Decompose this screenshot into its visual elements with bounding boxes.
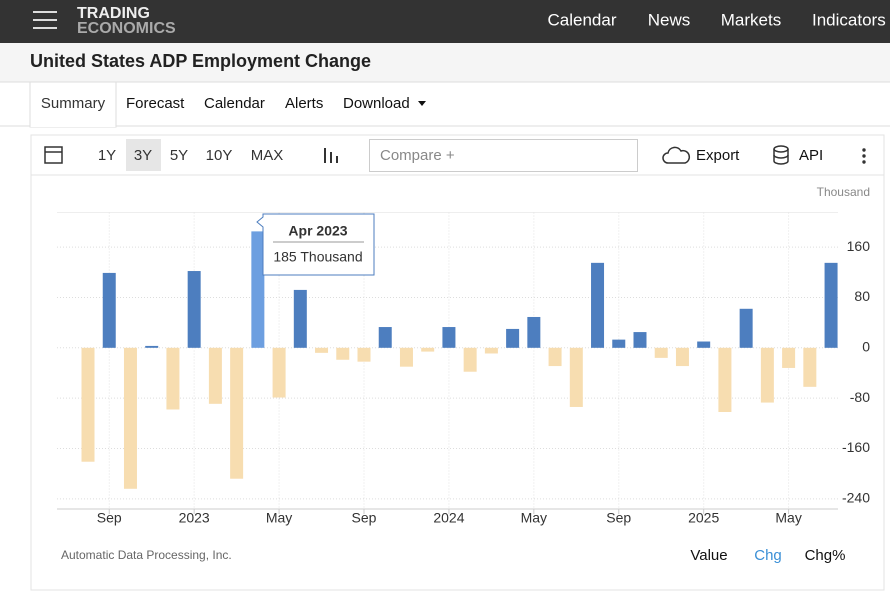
tab[interactable]: Alerts bbox=[285, 95, 323, 112]
range-button[interactable]: 3Y bbox=[134, 147, 152, 164]
bar bbox=[527, 316, 541, 348]
bar bbox=[569, 347, 583, 407]
bar bbox=[760, 347, 774, 403]
top-bar bbox=[0, 0, 890, 43]
mode-button[interactable]: Chg% bbox=[805, 547, 846, 564]
bar bbox=[123, 347, 137, 489]
bar bbox=[803, 347, 817, 387]
bar bbox=[230, 347, 244, 479]
range-button[interactable]: 5Y bbox=[170, 147, 188, 164]
tab[interactable]: Calendar bbox=[204, 95, 265, 112]
x-tick-label: 2024 bbox=[433, 510, 464, 526]
unit-label: Thousand bbox=[817, 185, 870, 199]
api-icon[interactable] bbox=[773, 145, 789, 165]
compare-placeholder: Compare + bbox=[380, 147, 455, 164]
bar bbox=[208, 347, 222, 404]
y-tick-label: -160 bbox=[842, 439, 870, 455]
bar bbox=[315, 347, 329, 353]
x-tick-label: 2023 bbox=[179, 510, 210, 526]
x-tick-label: Sep bbox=[97, 510, 122, 526]
bar bbox=[548, 347, 562, 367]
bar bbox=[612, 339, 626, 348]
bar bbox=[718, 347, 732, 413]
nav-link[interactable]: Calendar bbox=[548, 10, 617, 29]
api-button[interactable]: API bbox=[799, 147, 823, 164]
y-tick-label: 80 bbox=[854, 288, 870, 304]
bar bbox=[187, 271, 201, 348]
tab[interactable]: Forecast bbox=[126, 95, 185, 112]
bar bbox=[81, 347, 95, 462]
bar bbox=[697, 341, 711, 348]
dropdown-caret bbox=[418, 101, 426, 106]
tooltip-label: 185 Thousand bbox=[273, 249, 362, 265]
y-tick-label: -80 bbox=[850, 389, 870, 405]
bar bbox=[378, 327, 392, 348]
bar bbox=[293, 289, 307, 348]
range-button[interactable]: MAX bbox=[251, 147, 284, 164]
x-tick-label: 2025 bbox=[688, 510, 719, 526]
bar bbox=[145, 345, 159, 348]
nav-link[interactable]: Markets bbox=[721, 10, 781, 29]
bar bbox=[102, 272, 116, 348]
source: Automatic Data Processing, Inc. bbox=[61, 548, 232, 562]
tab[interactable]: Summary bbox=[41, 95, 106, 112]
bar bbox=[654, 347, 668, 358]
tooltip-title: Apr 2023 bbox=[288, 223, 347, 239]
bar bbox=[506, 328, 520, 348]
menu-icon[interactable] bbox=[33, 11, 57, 29]
mode-button[interactable]: Chg bbox=[754, 547, 782, 564]
bar bbox=[824, 262, 838, 348]
y-tick-label: 0 bbox=[862, 339, 870, 355]
export-button[interactable]: Export bbox=[696, 147, 740, 164]
more-icon[interactable] bbox=[862, 148, 866, 164]
bar bbox=[336, 347, 350, 360]
x-tick-label: Sep bbox=[606, 510, 631, 526]
bar bbox=[166, 347, 180, 410]
bar bbox=[675, 347, 689, 367]
bar bbox=[591, 262, 605, 348]
bar bbox=[399, 347, 413, 367]
bar bbox=[357, 347, 371, 362]
compare-input[interactable] bbox=[369, 139, 638, 172]
range-button[interactable]: 1Y bbox=[98, 147, 116, 164]
title-bar bbox=[0, 43, 890, 82]
chart-type-icon[interactable] bbox=[324, 148, 338, 163]
mode-button[interactable]: Value bbox=[690, 547, 727, 564]
export-icon[interactable] bbox=[662, 146, 691, 164]
x-tick-label: May bbox=[775, 510, 801, 526]
logo[interactable]: ECONOMICS bbox=[77, 20, 176, 37]
logo[interactable]: TRADING bbox=[77, 5, 150, 22]
nav-link[interactable]: News bbox=[648, 10, 691, 29]
tooltip-box bbox=[256, 213, 375, 276]
tab[interactable]: Download bbox=[343, 95, 410, 112]
active-tab[interactable] bbox=[29, 81, 117, 128]
calendar-icon[interactable] bbox=[44, 146, 63, 164]
range-button[interactable]: 10Y bbox=[206, 147, 233, 164]
bar bbox=[739, 308, 753, 348]
plot: 160 80 0 -80 -160 -240 Sep 2023 May Sep 2024 May Sep… bbox=[57, 212, 871, 526]
bar bbox=[463, 347, 477, 372]
x-tick-label: Sep bbox=[352, 510, 377, 526]
active-range bbox=[126, 139, 161, 171]
x-tick-label: May bbox=[266, 510, 292, 526]
y-tick-label: -240 bbox=[842, 490, 870, 506]
bar bbox=[782, 347, 796, 368]
x-tick-label: May bbox=[521, 510, 547, 526]
chart-panel bbox=[30, 134, 885, 591]
bar bbox=[251, 231, 265, 348]
bar bbox=[442, 327, 456, 348]
y-tick-label: 160 bbox=[847, 238, 871, 254]
nav-link[interactable]: Indicators bbox=[812, 10, 886, 29]
bar bbox=[633, 332, 647, 348]
bar bbox=[272, 347, 286, 398]
page-title: United States ADP Employment Change bbox=[30, 51, 371, 71]
bar bbox=[484, 347, 498, 354]
bar bbox=[421, 347, 435, 352]
